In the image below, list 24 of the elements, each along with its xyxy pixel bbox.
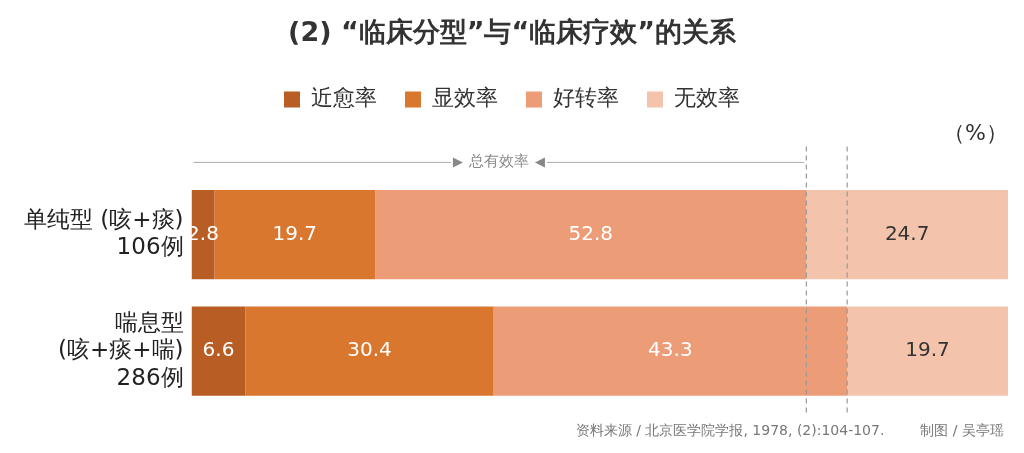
legend-label: 好转率	[553, 85, 619, 111]
y-tick-label: 喘息型 (咳+痰+喘) 286例	[58, 308, 184, 390]
data-label: 24.7	[884, 220, 930, 245]
annotation: 总有效率	[467, 152, 529, 171]
data-label: 6.6	[202, 337, 235, 362]
bar	[245, 306, 494, 396]
bar	[191, 306, 246, 396]
data-label: 52.8	[568, 220, 614, 245]
data-label: 30.4	[347, 337, 392, 362]
text: 资料来源 / 北京医学院学报, 1978, (2):104-107.	[575, 421, 885, 438]
chart-title: (2) “临床分型”与“临床疗效”的关系	[288, 16, 737, 48]
y-tick-label: 单纯型 (咳+痰) 106例	[24, 205, 184, 260]
bar	[847, 306, 1008, 396]
data-label: 19.7	[905, 337, 950, 362]
text: （%）	[943, 120, 1008, 146]
bar	[493, 306, 848, 396]
data-label: 43.3	[648, 337, 693, 362]
bar	[806, 190, 1008, 280]
text: 制图 / 吴亭瑶	[920, 421, 1004, 438]
data-label: 19.7	[272, 220, 318, 245]
legend-label: 无效率	[674, 85, 740, 111]
bar	[375, 190, 807, 280]
legend-label: 近愈率	[311, 85, 377, 111]
legend-label: 显效率	[432, 85, 498, 111]
